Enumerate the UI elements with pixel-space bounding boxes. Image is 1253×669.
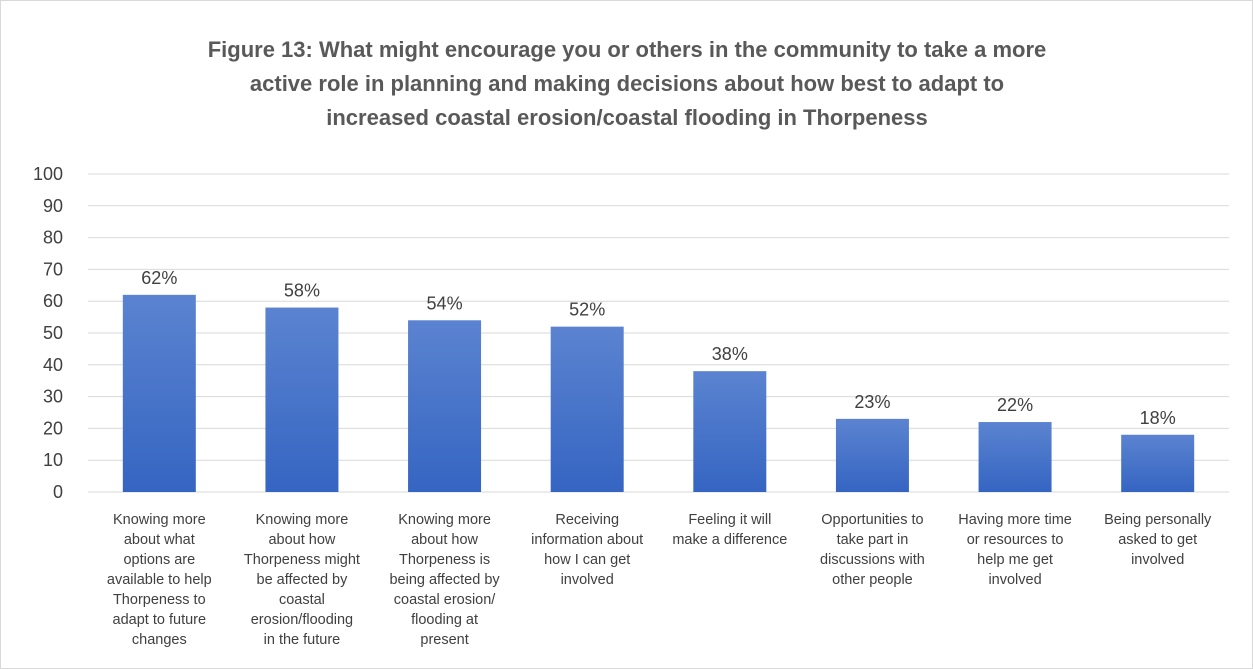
x-category-label: erosion/flooding [251, 612, 353, 628]
x-category-label: being affected by [389, 572, 500, 588]
data-label: 62% [141, 268, 177, 288]
x-category-label: help me get [977, 552, 1053, 568]
x-category-label: be affected by [257, 572, 349, 588]
bar [122, 294, 196, 492]
x-category-label: how I can get [544, 552, 630, 568]
x-category-label: coastal erosion/ [394, 592, 497, 608]
data-label: 54% [427, 293, 463, 313]
bar [408, 320, 482, 492]
chart-title-line: Figure 13: What might encourage you or o… [208, 37, 1047, 62]
x-category-label: Being personally [1104, 512, 1212, 528]
x-category-label: Thorpeness might [244, 552, 360, 568]
chart-title-line: increased coastal erosion/coastal floodi… [326, 105, 928, 130]
y-tick-label: 0 [53, 482, 63, 502]
data-label: 18% [1140, 408, 1176, 428]
data-label: 58% [284, 281, 320, 301]
x-category-label: or resources to [967, 532, 1064, 548]
x-category-label: Thorpeness is [399, 552, 490, 568]
x-category-label: involved [988, 572, 1041, 588]
y-tick-label: 90 [43, 196, 63, 216]
data-labels: 62% 58% 54% 52% 38% 23% 22% 18% [141, 268, 1175, 428]
y-tick-label: 50 [43, 323, 63, 343]
bars [122, 294, 1195, 492]
x-category-label: options are [123, 552, 195, 568]
chart-title-line: active role in planning and making decis… [250, 71, 1004, 96]
x-category-label: changes [132, 632, 187, 648]
bar [693, 371, 767, 492]
y-tick-label: 40 [43, 355, 63, 375]
x-category-label: asked to get [1118, 532, 1197, 548]
x-category-label: flooding at [411, 612, 478, 628]
y-tick-label: 80 [43, 228, 63, 248]
y-tick-label: 30 [43, 387, 63, 407]
x-category-label: Feeling it will [688, 512, 771, 528]
x-category-label: Having more time [958, 512, 1072, 528]
x-category-label: information about [531, 532, 643, 548]
x-category-label: Opportunities to [821, 512, 923, 528]
data-label: 23% [854, 392, 890, 412]
x-category-label: Knowing more [113, 512, 206, 528]
x-category-label: adapt to future [113, 612, 207, 628]
x-axis: Knowing more about what options are availab… [107, 512, 1212, 648]
bar [265, 307, 339, 492]
y-tick-label: 70 [43, 259, 63, 279]
x-category-label: about how [268, 532, 335, 548]
y-tick-label: 20 [43, 418, 63, 438]
x-category-label: Knowing more [398, 512, 491, 528]
x-category-label: Receiving [555, 512, 619, 528]
data-label: 38% [712, 344, 748, 364]
y-tick-label: 60 [43, 291, 63, 311]
bar [978, 422, 1052, 492]
bar [1121, 434, 1195, 492]
bar [835, 418, 909, 492]
x-category-label: make a difference [672, 532, 787, 548]
data-label: 52% [569, 300, 605, 320]
data-label: 22% [997, 395, 1033, 415]
x-category-label: present [420, 632, 468, 648]
x-category-label: involved [1131, 552, 1184, 568]
gridlines [88, 173, 1229, 493]
bar [550, 326, 624, 492]
x-category-label: other people [832, 572, 913, 588]
x-category-label: involved [561, 572, 614, 588]
x-category-label: available to help [107, 572, 212, 588]
x-category-label: take part in [837, 532, 909, 548]
x-category-label: about what [124, 532, 195, 548]
x-category-label: Thorpeness to [113, 592, 206, 608]
x-category-label: in the future [264, 632, 341, 648]
y-tick-label: 100 [33, 164, 63, 184]
y-axis: 0 10 20 30 40 50 60 70 80 90 100 [33, 164, 63, 502]
x-category-label: Knowing more [256, 512, 349, 528]
y-tick-label: 10 [43, 450, 63, 470]
x-category-label: discussions with [820, 552, 925, 568]
x-category-label: about how [411, 532, 478, 548]
x-category-label: coastal [279, 592, 325, 608]
chart-title: Figure 13: What might encourage you or o… [208, 37, 1047, 130]
